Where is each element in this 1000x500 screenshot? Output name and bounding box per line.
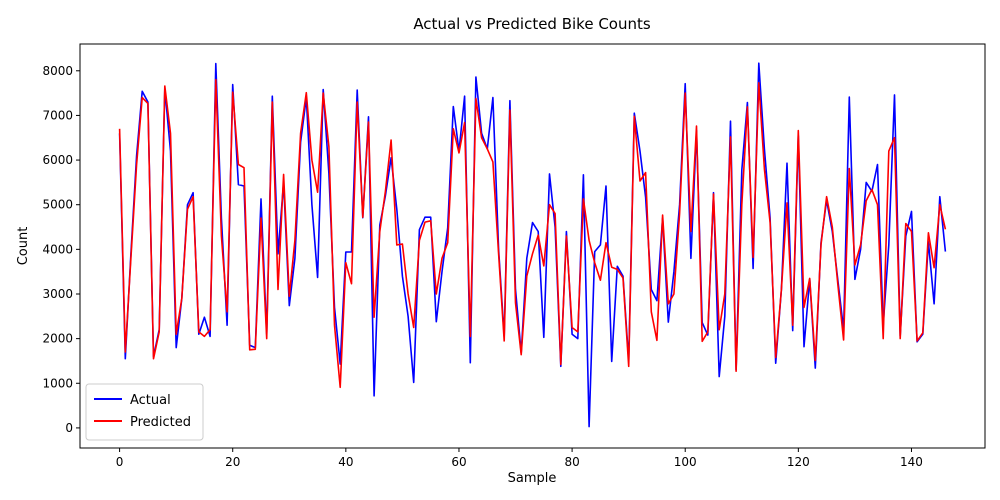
y-tick-label: 8000 <box>42 64 73 78</box>
y-tick-label: 4000 <box>42 242 73 256</box>
legend-label-actual: Actual <box>130 393 171 408</box>
y-tick-label: 1000 <box>42 376 73 390</box>
x-tick-label: 80 <box>564 455 579 469</box>
series-line-predicted <box>118 78 947 389</box>
plot-frame <box>79 43 986 449</box>
y-tick-label: 7000 <box>42 108 73 122</box>
y-tick-label: 3000 <box>42 287 73 301</box>
x-tick-label: 140 <box>900 455 923 469</box>
y-tick-label: 0 <box>65 421 73 435</box>
x-tick-label: 120 <box>787 455 810 469</box>
x-tick-label: 20 <box>225 455 240 469</box>
legend-label-predicted: Predicted <box>130 415 191 430</box>
y-axis: 0 1000 2000 3000 4000 5000 6000 7000 8000 <box>42 64 80 435</box>
x-tick-label: 0 <box>116 455 124 469</box>
x-tick-label: 100 <box>674 455 697 469</box>
x-axis: 0 20 40 60 80 100 120 140 <box>116 448 923 469</box>
y-tick-label: 2000 <box>42 332 73 346</box>
chart-title: Actual vs Predicted Bike Counts <box>413 15 651 33</box>
x-tick-label: 60 <box>451 455 466 469</box>
y-axis-title: Count <box>16 227 31 266</box>
x-axis-title: Sample <box>508 471 557 486</box>
x-tick-label: 40 <box>338 455 353 469</box>
legend: Actual Predicted <box>85 383 204 441</box>
y-tick-label: 6000 <box>42 153 73 167</box>
plot-lines <box>118 62 947 428</box>
y-tick-label: 5000 <box>42 198 73 212</box>
